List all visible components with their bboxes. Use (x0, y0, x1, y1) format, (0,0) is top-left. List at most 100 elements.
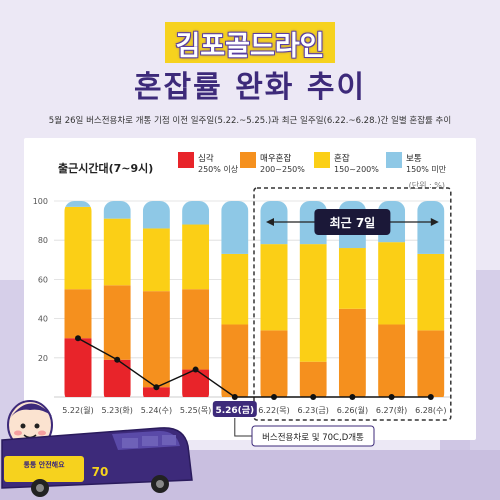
legend-label: 심각 (198, 153, 214, 164)
bar-segment (64, 201, 92, 207)
bar-segment (64, 338, 92, 397)
bar-segment (221, 201, 249, 254)
bracket-label-bg (314, 209, 391, 235)
bar-segment (142, 387, 170, 397)
trend-point (310, 394, 317, 400)
x-tick-label: 6.26(월) (337, 405, 368, 415)
x-axis: 5.22(월) 5.23(화) 5.24(수) 5.25(목) 5.26(금) 6.22(… (62, 401, 447, 417)
bar-segment (103, 218, 131, 286)
x-tick-label: 5.23(화) (101, 406, 132, 415)
legend-swatch (240, 152, 256, 168)
bus-illustration: 통통 안전해요 70 (1, 400, 193, 497)
legend-label: 매우혼잡 (260, 153, 291, 164)
y-tick-label: 20 (38, 354, 48, 363)
trend-point (153, 384, 160, 391)
bar-segment (64, 206, 92, 290)
highlight-tick-bg (212, 401, 257, 417)
bar-segment (299, 361, 327, 397)
bar-segment (338, 308, 366, 397)
bar-segment (103, 201, 131, 219)
legend-swatch (314, 152, 330, 168)
bar-segment (417, 330, 445, 397)
bar-segment (221, 324, 249, 397)
bar-segment (182, 224, 210, 290)
bar-segment (299, 244, 327, 362)
trend-point (75, 335, 81, 342)
trend-point (349, 394, 356, 400)
severe-trend-line (75, 335, 434, 400)
y-tick-label: 80 (38, 236, 48, 245)
x-tick-label: 5.26(금) (215, 405, 254, 416)
trend-point (114, 356, 121, 363)
bar-segment (221, 253, 249, 325)
x-tick-label: 5.24(수) (141, 406, 172, 415)
x-tick-label: 6.27(화) (376, 406, 407, 415)
trend-point (192, 366, 199, 373)
bar-group (221, 201, 249, 397)
legend-label: 보통 (406, 154, 422, 164)
y-axis: 20 40 60 80 100 (33, 197, 48, 363)
y-tick-label: 40 (38, 315, 48, 324)
bar-segment (417, 201, 445, 254)
bar-segment (64, 289, 92, 339)
bus-number-text: 70 (92, 465, 109, 479)
y-tick-label: 60 (38, 275, 48, 284)
x-tick-label: 5.25(목) (180, 406, 211, 415)
bar-segment (142, 201, 170, 229)
bar-segment (260, 330, 288, 397)
x-tick-label: 5.22(월) (62, 405, 93, 415)
trend-line (77, 337, 431, 398)
x-tick-label: 6.22(목) (258, 406, 289, 415)
bar-group (64, 201, 92, 397)
trend-point (427, 394, 434, 400)
title-line-1: 김포골드라인 (0, 22, 500, 63)
bar-segment (182, 201, 210, 225)
bars (64, 201, 445, 397)
legend-label: 혼잡 (334, 153, 350, 164)
legend-sublabel: 150~200% (334, 165, 379, 174)
trend-point (231, 394, 238, 400)
unit-label: (단위 : %) (409, 180, 445, 190)
callout-label: 버스전용차로 및 70C,D개통 (262, 432, 364, 443)
bar-group (260, 201, 288, 397)
bar-group (338, 201, 366, 397)
bar-segment (378, 242, 406, 325)
bracket-label: 최근 7일 (330, 215, 376, 230)
bar-segment (338, 248, 366, 309)
bar-segment (417, 253, 445, 331)
bar-segment (142, 291, 170, 388)
bar-group (103, 201, 131, 397)
bus-slogan: 통통 안전해요 (23, 460, 65, 469)
bar-segment (103, 285, 131, 360)
bar-group (417, 201, 445, 397)
x-tick-label: 6.23(금) (297, 406, 328, 415)
subtitle: 5월 26일 버스전용차로 개통 기점 이전 일주일(5.22.~5.25.)과… (48, 116, 452, 126)
bar-segment (378, 324, 406, 397)
title-line-2: 혼잡률 완화 추이 (133, 70, 367, 105)
trend-point (388, 394, 395, 400)
legend-sublabel: 250% 이상 (198, 164, 239, 174)
y-tick-label: 100 (33, 197, 48, 206)
recent-bracket: 최근 7일 (253, 187, 452, 421)
bracket-arrow-right-icon (430, 218, 439, 226)
callout: 버스전용차로 및 70C,D개통 (234, 418, 375, 447)
bar-segment (142, 228, 170, 292)
bar-group (182, 201, 210, 397)
legend-swatch (386, 152, 402, 168)
callout-box (251, 425, 375, 447)
bracket-arrow-left-icon (266, 218, 274, 226)
recent-range-box (253, 187, 452, 421)
x-tick-label: 6.28(수) (415, 406, 446, 415)
bar-segment (182, 289, 210, 370)
legend-swatch (178, 152, 194, 168)
callout-leader (234, 418, 252, 437)
bar-group (142, 201, 170, 397)
legend-sublabel: 150% 미만 (406, 165, 447, 174)
trend-point (271, 394, 277, 400)
bar-segment (260, 244, 288, 331)
legend-sublabel: 200~250% (260, 165, 305, 174)
legend-title: 출근시간대(7~9시) (58, 161, 153, 175)
bus-icon: 통통 안전해요 70 (1, 427, 193, 497)
